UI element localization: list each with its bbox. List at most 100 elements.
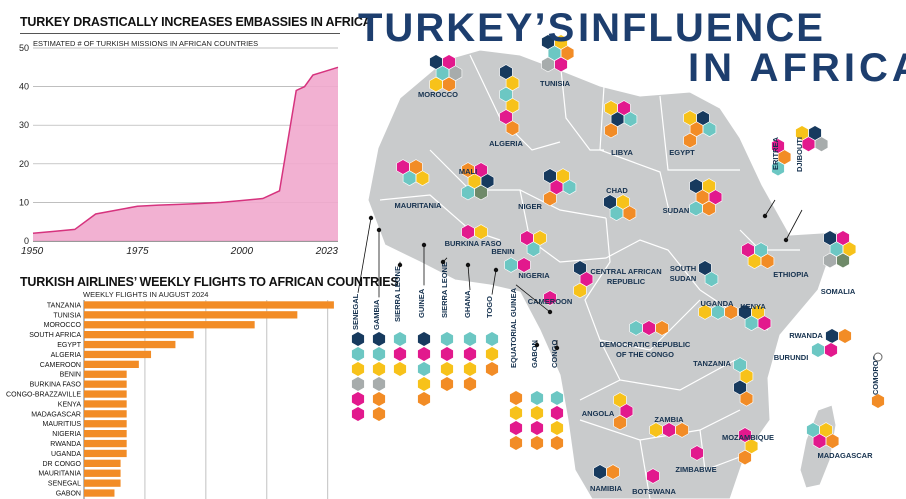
country-label: GHANA xyxy=(463,290,472,318)
country-label: CHAD xyxy=(606,186,628,195)
hexagon-yellow xyxy=(530,405,544,421)
hexagon-orange xyxy=(606,464,620,480)
country-label: LIBYA xyxy=(611,148,633,157)
country-label: SUDAN xyxy=(663,206,690,215)
hexagon-pink xyxy=(417,346,431,362)
hexagon-teal xyxy=(704,271,719,287)
area-ytick-label: 40 xyxy=(19,82,29,92)
hexagon-gray xyxy=(351,376,365,392)
leader-dot xyxy=(547,309,553,315)
hexagon-yellow xyxy=(573,282,587,299)
country-label: COMOROS xyxy=(871,355,880,395)
africa-landmass xyxy=(367,49,839,499)
country-label: ERITREA xyxy=(771,136,780,170)
hexagon-teal xyxy=(526,241,541,257)
hexagon-pink xyxy=(351,406,365,422)
country-label: ZIMBABWE xyxy=(675,465,716,474)
leader-dot xyxy=(376,227,382,233)
bar xyxy=(84,420,127,428)
hexagon-orange xyxy=(724,304,738,320)
hexagon-orange xyxy=(702,200,716,217)
hexagon-gray xyxy=(814,136,829,152)
hexagon-teal xyxy=(550,390,564,406)
hexagon-orange xyxy=(550,435,564,451)
country-label: OF THE CONGO xyxy=(616,350,674,359)
country-label: NIGER xyxy=(518,202,542,211)
hexagon-orange xyxy=(509,390,523,406)
bar xyxy=(84,459,121,467)
hexagon-orange xyxy=(683,132,697,149)
bar-chart: TANZANIA TUNISIA MOROCCO SOUTH AFRICA EGYPT A… xyxy=(6,300,334,499)
hexagon-navy xyxy=(417,331,431,347)
hexagon-teal xyxy=(562,179,577,195)
hexagon-orange xyxy=(440,376,454,392)
country-label: MOROCCO xyxy=(418,90,458,99)
hexagon-orange xyxy=(838,328,852,344)
area-chart-rule xyxy=(20,33,340,34)
leader-line xyxy=(785,209,803,241)
country-label: MOZAMBIQUE xyxy=(722,433,774,442)
country-label: SIERRA LEONE xyxy=(440,262,449,318)
hexagon-teal xyxy=(463,331,477,347)
leader-line xyxy=(515,284,551,313)
hexagon-yellow xyxy=(463,361,477,377)
bar xyxy=(84,430,127,438)
leader-line xyxy=(764,199,776,217)
bar-category-label: MAURITANIA xyxy=(38,471,81,478)
bar-category-label: RWANDA xyxy=(50,441,81,448)
bar-chart-subtitle: WEEKLY FLIGHTS IN AUGUST 2024 xyxy=(83,290,209,299)
bar-category-label: BURKINA FASO xyxy=(30,382,82,389)
hexagon-orange xyxy=(530,435,544,451)
country-label: MAURITANIA xyxy=(395,201,443,210)
leader-dot xyxy=(534,342,540,348)
country-label: BOTSWANA xyxy=(632,487,676,496)
hexagon-pink xyxy=(824,342,838,358)
leader-dot xyxy=(554,345,560,351)
bar xyxy=(84,370,127,378)
hexagon-pink xyxy=(509,420,523,436)
bar xyxy=(84,449,127,458)
bar-category-label: GABON xyxy=(56,491,81,498)
country-label: ALGERIA xyxy=(489,139,523,148)
bar-category-label: CONGO-BRAZZAVILLE xyxy=(6,392,81,399)
hexagon-yellow xyxy=(485,346,499,362)
hexagon-orange xyxy=(871,393,885,409)
bar xyxy=(84,469,121,477)
hexagon-green xyxy=(474,184,488,201)
country-label: SOMALIA xyxy=(821,287,856,296)
map-title-line1b: INFLUENCE xyxy=(578,6,825,50)
country-label: BURUNDI xyxy=(774,353,809,362)
hexagon-teal xyxy=(417,361,431,377)
bar xyxy=(84,331,194,339)
hexagon-orange xyxy=(760,253,775,269)
bar-category-label: SENEGAL xyxy=(48,481,81,488)
hexagon-yellow xyxy=(393,361,407,377)
country-label: MALI xyxy=(459,167,477,176)
country-label: CENTRAL AFRICAN xyxy=(590,267,661,276)
bar xyxy=(84,400,127,408)
country-label: DEMOCRATIC REPUBLIC xyxy=(600,340,691,349)
hexagon-teal xyxy=(393,331,407,347)
country-label: UGANDA xyxy=(701,299,734,308)
country-label: ANGOLA xyxy=(582,409,615,418)
bar-category-label: DR CONGO xyxy=(43,461,82,468)
country-label: GAMBIA xyxy=(372,299,381,330)
hexagon-yellow xyxy=(440,361,454,377)
country-label: SENEGAL xyxy=(351,293,360,330)
map-title-line2: IN AFRICA xyxy=(688,46,906,90)
hexagon-orange xyxy=(543,190,557,207)
hexagon-pink xyxy=(517,257,531,273)
country-label: BURKINA FASO xyxy=(445,239,502,248)
bar-category-label: UGANDA xyxy=(51,451,81,458)
hexagon-orange xyxy=(655,320,669,336)
country-label: CAMEROON xyxy=(528,297,573,306)
leader-line xyxy=(467,264,471,291)
country-label: TANZANIA xyxy=(693,359,731,368)
leader-dot xyxy=(465,262,471,268)
bar-category-label: TUNISIA xyxy=(53,312,81,319)
bar xyxy=(84,340,176,349)
hexagon-yellow xyxy=(417,376,431,392)
bar-category-label: SOUTH AFRICA xyxy=(29,332,81,339)
country-borders xyxy=(379,54,800,499)
hexagon-orange xyxy=(505,120,520,136)
